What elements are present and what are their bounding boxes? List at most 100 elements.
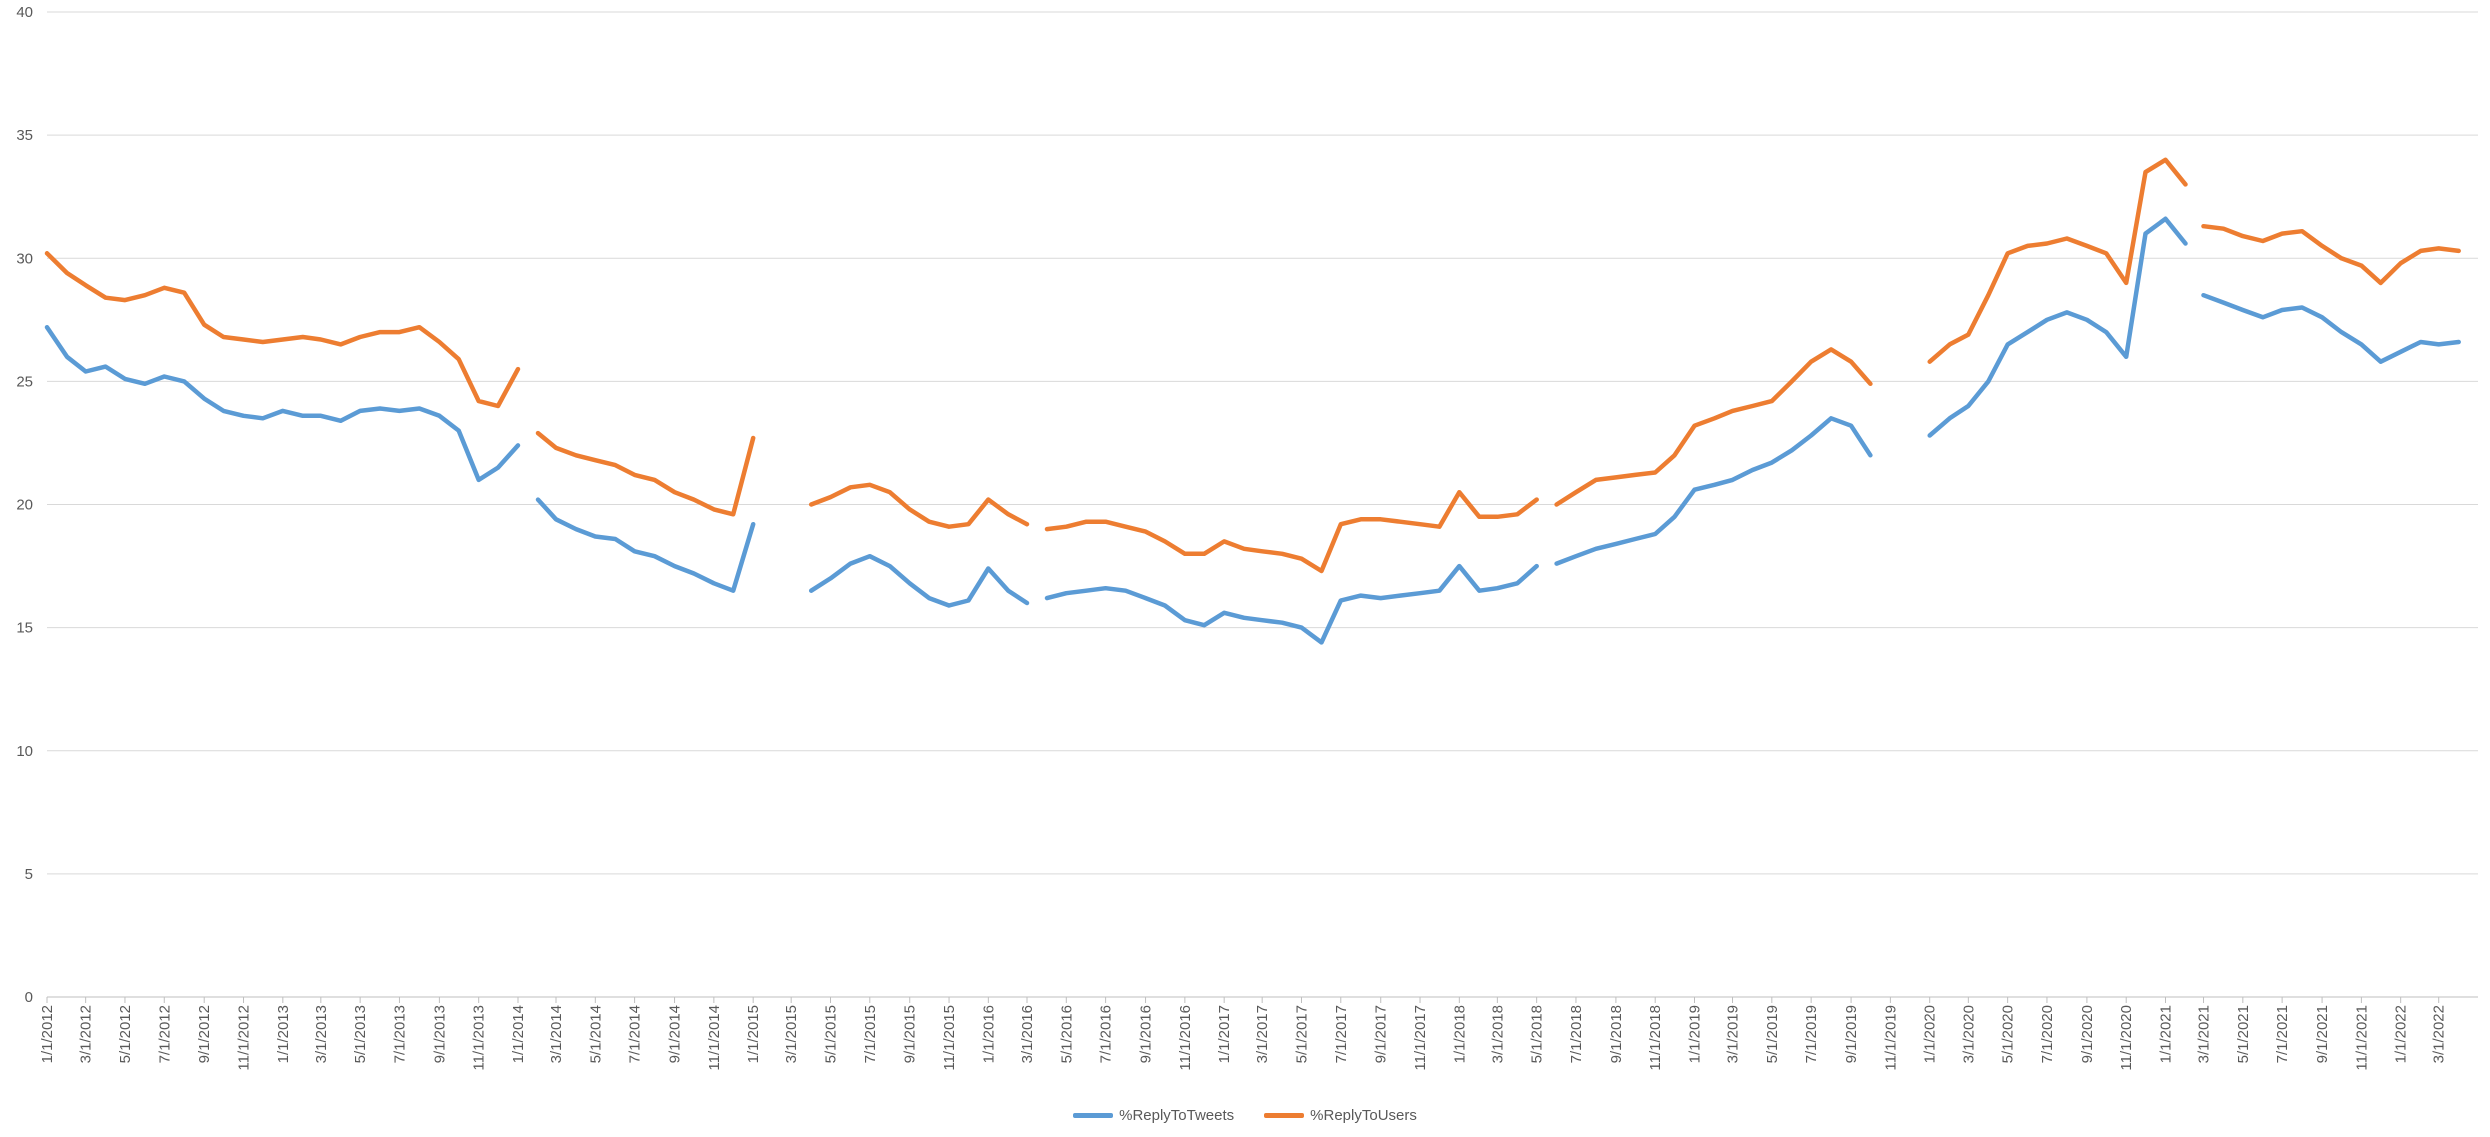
x-axis: [46, 996, 2478, 1003]
legend-item-reply-to-tweets: %ReplyToTweets: [1073, 1107, 1234, 1124]
x-tick-label: 3/1/2014: [548, 1005, 565, 1063]
x-tick-label: 9/1/2012: [196, 1005, 213, 1063]
x-axis-tick-labels: 1/1/2012 3/1/2012 5/1/2012 7/1/2012 9/1/2012…: [39, 1005, 2448, 1071]
x-tick-label: 1/1/2020: [1922, 1005, 1939, 1063]
x-tick-label: 3/1/2015: [783, 1005, 800, 1063]
x-tick-label: 5/1/2021: [2235, 1005, 2252, 1063]
x-tick-label: 5/1/2015: [822, 1005, 839, 1063]
x-tick-label: 3/1/2017: [1254, 1005, 1271, 1063]
x-tick-label: 9/1/2021: [2314, 1005, 2331, 1063]
x-tick-label: 7/1/2018: [1568, 1005, 1585, 1063]
x-tick-label: 1/1/2015: [745, 1005, 762, 1063]
x-tick-label: 1/1/2021: [2158, 1005, 2175, 1063]
x-tick-label: 3/1/2018: [1489, 1005, 1506, 1063]
series-0-segment-1: [535, 497, 756, 593]
x-tick-label: 3/1/2022: [2431, 1005, 2448, 1063]
x-tick-label: 1/1/2012: [39, 1005, 56, 1063]
series-1-segment-6: [2201, 223, 2461, 286]
x-tick-label: 3/1/2021: [2196, 1005, 2213, 1063]
legend-swatch-reply-to-tweets: [1073, 1112, 1114, 1118]
series-1-segment-3: [1044, 489, 1539, 574]
y-tick-label: 20: [16, 497, 33, 514]
legend-swatch-reply-to-users: [1264, 1112, 1305, 1118]
x-tick-label: 7/1/2016: [1098, 1005, 1115, 1063]
x-tick-label: 3/1/2013: [313, 1005, 330, 1063]
x-tick-label: 11/1/2015: [941, 1005, 958, 1071]
x-tick-label: 7/1/2017: [1333, 1005, 1350, 1063]
x-tick-label: 3/1/2019: [1725, 1005, 1742, 1063]
x-tick-label: 7/1/2013: [391, 1005, 408, 1063]
x-tick-label: 3/1/2020: [1960, 1005, 1977, 1063]
x-tick-label: 5/1/2014: [587, 1005, 604, 1063]
x-tick-label: 7/1/2012: [156, 1005, 173, 1063]
x-tick-label: 11/1/2017: [1412, 1005, 1429, 1071]
x-tick-label: 9/1/2018: [1608, 1005, 1625, 1063]
series-1-segment-0: [44, 251, 521, 409]
legend: %ReplyToTweets %ReplyToUsers: [0, 1100, 2490, 1130]
y-tick-label: 30: [16, 250, 33, 267]
gridlines: [47, 11, 2478, 998]
x-tick-label: 3/1/2016: [1019, 1005, 1036, 1063]
x-tick-label: 5/1/2012: [117, 1005, 134, 1063]
x-tick-label: 7/1/2021: [2274, 1005, 2291, 1063]
x-tick-label: 9/1/2013: [431, 1005, 448, 1063]
x-tick-label: 5/1/2020: [2000, 1005, 2017, 1063]
series-1: [44, 157, 2461, 574]
x-tick-label: 11/1/2019: [1882, 1005, 1899, 1071]
series-1-segment-5: [1927, 157, 2188, 364]
series-0: [44, 216, 2461, 645]
y-tick-label: 15: [16, 620, 33, 637]
y-tick-label: 10: [16, 743, 33, 760]
x-tick-label: 1/1/2014: [510, 1005, 527, 1063]
x-tick-label: 5/1/2018: [1529, 1005, 1546, 1063]
y-tick-label: 40: [16, 4, 33, 21]
x-tick-label: 5/1/2019: [1764, 1005, 1781, 1063]
series-0-segment-5: [1927, 216, 2188, 438]
series-1-segment-4: [1554, 347, 1873, 507]
y-tick-label: 0: [25, 989, 33, 1006]
x-tick-label: 1/1/2013: [275, 1005, 292, 1063]
x-tick-label: 11/1/2013: [471, 1005, 488, 1071]
x-tick-label: 11/1/2020: [2118, 1005, 2135, 1071]
x-tick-label: 7/1/2014: [627, 1005, 644, 1063]
legend-item-reply-to-users: %ReplyToUsers: [1264, 1107, 1417, 1124]
x-tick-label: 7/1/2019: [1803, 1005, 1820, 1063]
series-0-segment-4: [1554, 416, 1873, 566]
x-tick-label: 5/1/2016: [1058, 1005, 1075, 1063]
x-tick-label: 1/1/2017: [1216, 1005, 1233, 1063]
x-tick-label: 9/1/2017: [1373, 1005, 1390, 1063]
y-tick-label: 25: [16, 373, 33, 390]
x-tick-label: 1/1/2022: [2393, 1005, 2410, 1063]
x-tick-label: 9/1/2016: [1138, 1005, 1155, 1063]
x-tick-label: 3/1/2012: [78, 1005, 95, 1063]
y-tick-label: 35: [16, 127, 33, 144]
x-tick-label: 11/1/2018: [1647, 1005, 1664, 1071]
x-tick-label: 9/1/2015: [902, 1005, 919, 1063]
x-tick-label: 11/1/2016: [1177, 1005, 1194, 1071]
y-axis-tick-labels: 0 5 10 15 20 25 30 35 40: [16, 4, 33, 1006]
x-tick-label: 9/1/2019: [1843, 1005, 1860, 1063]
x-tick-label: 1/1/2019: [1687, 1005, 1704, 1063]
y-tick-label: 5: [25, 866, 33, 883]
legend-label-reply-to-users: %ReplyToUsers: [1310, 1106, 1417, 1124]
series-0-segment-3: [1044, 563, 1539, 645]
x-tick-label: 1/1/2018: [1451, 1005, 1468, 1063]
x-tick-label: 11/1/2012: [236, 1005, 253, 1071]
legend-label-reply-to-tweets: %ReplyToTweets: [1119, 1106, 1235, 1124]
x-tick-label: 5/1/2017: [1293, 1005, 1310, 1063]
x-tick-label: 7/1/2020: [2039, 1005, 2056, 1063]
x-tick-label: 11/1/2021: [2353, 1005, 2370, 1071]
x-tick-label: 9/1/2020: [2079, 1005, 2096, 1063]
x-tick-label: 7/1/2015: [862, 1005, 879, 1063]
series-1-segment-1: [535, 430, 756, 517]
series-0-segment-0: [44, 324, 521, 483]
x-tick-label: 1/1/2016: [980, 1005, 997, 1063]
series-lines: [44, 157, 2461, 645]
series-1-segment-2: [808, 482, 1030, 529]
x-tick-label: 9/1/2014: [667, 1005, 684, 1063]
series-0-segment-2: [808, 553, 1030, 608]
x-tick-label: 5/1/2013: [352, 1005, 369, 1063]
series-0-segment-6: [2201, 292, 2461, 364]
x-tick-label: 11/1/2014: [706, 1005, 723, 1071]
